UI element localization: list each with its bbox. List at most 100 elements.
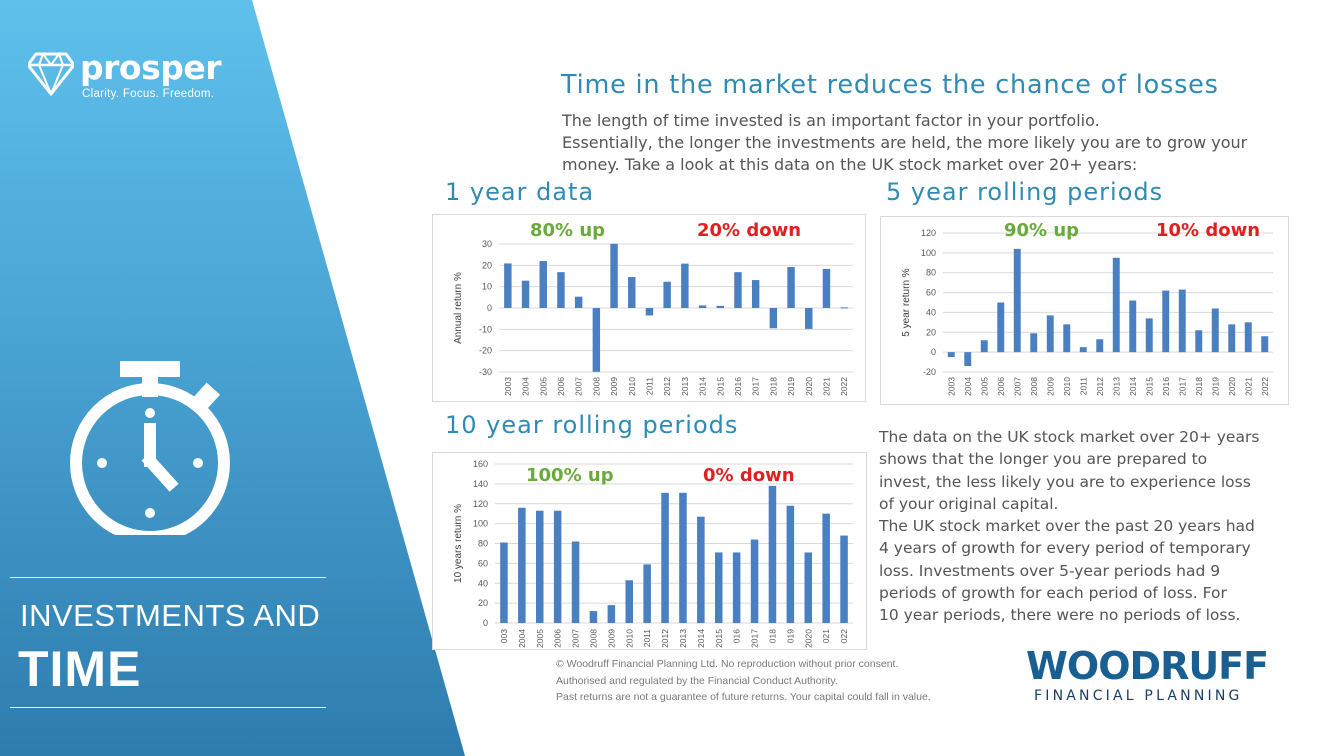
- y-tick-label: 60: [926, 288, 936, 298]
- bar: [786, 505, 795, 623]
- bar: [500, 542, 508, 623]
- bar: [1228, 324, 1236, 353]
- bar: [625, 580, 634, 623]
- body-line: The UK stock market over the past 20 yea…: [879, 517, 1255, 536]
- y-tick-label: -10: [479, 324, 492, 334]
- x-tick-label: 2011: [644, 377, 654, 396]
- x-tick-label: 018: [767, 629, 777, 643]
- bar: [840, 307, 848, 309]
- bar: [751, 280, 760, 308]
- bar: [698, 305, 707, 308]
- x-tick-label: 2017: [751, 377, 761, 396]
- stopwatch-icon: [70, 361, 230, 535]
- y-axis-label: 10 years return %: [453, 504, 464, 583]
- y-axis-label: Annual return %: [453, 272, 464, 344]
- bar: [518, 507, 526, 623]
- intro-line: Essentially, the longer the investments …: [562, 133, 1248, 152]
- x-tick-label: 2005: [535, 629, 545, 648]
- x-tick-label: 2011: [642, 629, 652, 648]
- x-tick-label: 2021: [1243, 377, 1253, 396]
- brand-tagline: Clarity. Focus. Freedom.: [82, 88, 215, 100]
- bar: [1145, 318, 1153, 353]
- bar: [822, 268, 831, 308]
- section-title-1-year: 1 year data: [445, 178, 595, 206]
- x-tick-label: 019: [785, 629, 795, 643]
- partner-name: WOODRUFF: [1026, 644, 1269, 688]
- x-tick-label: 2012: [1095, 377, 1105, 396]
- x-tick-label: 2004: [521, 377, 531, 396]
- explanation-text: The data on the UK stock market over 20+…: [879, 426, 1299, 627]
- y-tick-label: 100: [473, 519, 488, 529]
- bar: [681, 263, 689, 308]
- disclaimer: © Woodruff Financial Planning Ltd. No re…: [556, 656, 931, 706]
- bar: [980, 340, 988, 353]
- y-tick-label: 120: [473, 499, 488, 509]
- bar: [663, 281, 671, 308]
- bar: [661, 492, 669, 623]
- x-tick-label: 2015: [1144, 377, 1154, 396]
- bar: [1030, 333, 1038, 353]
- y-tick-label: 100: [921, 248, 936, 258]
- bar: [1195, 330, 1203, 353]
- x-tick-label: 2021: [821, 377, 831, 396]
- x-tick-label: 2015: [715, 377, 725, 396]
- y-tick-label: 30: [482, 239, 492, 249]
- divider-top: [10, 577, 326, 578]
- x-tick-label: 2014: [1128, 377, 1138, 396]
- brand-name: prosper: [80, 48, 222, 87]
- sidebar-title-line2: TIME: [18, 641, 142, 697]
- y-tick-label: 0: [487, 303, 492, 313]
- up-percentage-label: 90% up: [1004, 220, 1079, 241]
- x-tick-label: 2009: [606, 629, 616, 648]
- bar: [714, 552, 723, 623]
- up-percentage-label: 80% up: [530, 220, 605, 241]
- x-tick-label: 022: [839, 629, 849, 643]
- bar: [822, 513, 830, 623]
- x-tick-label: 2011: [1078, 377, 1088, 396]
- bar: [964, 352, 972, 367]
- y-tick-label: 60: [478, 558, 488, 568]
- disclaimer-line: © Woodruff Financial Planning Ltd. No re…: [556, 658, 899, 670]
- x-tick-label: 2007: [574, 377, 584, 396]
- intro-line: The length of time invested is an import…: [562, 111, 1100, 130]
- y-tick-label: 40: [478, 578, 488, 588]
- bar: [1244, 322, 1252, 353]
- y-tick-label: 20: [482, 260, 492, 270]
- section-title-10-year: 10 year rolling periods: [445, 411, 739, 439]
- x-tick-label: 2016: [1161, 377, 1171, 396]
- x-tick-label: 2004: [517, 629, 527, 648]
- x-tick-label: 2008: [591, 377, 601, 396]
- y-tick-label: 160: [473, 459, 488, 469]
- y-tick-label: 80: [926, 268, 936, 278]
- x-tick-label: 2013: [1111, 377, 1121, 396]
- bar: [1129, 300, 1137, 353]
- bar: [1096, 339, 1104, 353]
- bar: [768, 485, 777, 623]
- x-tick-label: 003: [499, 629, 509, 643]
- bar: [535, 510, 544, 623]
- body-line: 10 year periods, there were no periods o…: [879, 606, 1241, 625]
- bar: [732, 552, 741, 623]
- diamond-icon: [28, 52, 74, 96]
- intro-line: money. Take a look at this data on the U…: [562, 155, 1138, 174]
- down-percentage-label: 10% down: [1156, 220, 1260, 241]
- bar: [1063, 324, 1071, 353]
- bar: [539, 261, 547, 308]
- bar: [750, 539, 759, 623]
- x-tick-label: 2009: [609, 377, 619, 396]
- x-tick-label: 2020: [803, 629, 813, 648]
- x-tick-label: 2004: [963, 377, 973, 396]
- x-tick-label: 2012: [662, 377, 672, 396]
- bar: [787, 267, 795, 308]
- x-tick-label: 2020: [1227, 377, 1237, 396]
- x-tick-label: 2009: [1045, 377, 1055, 396]
- x-tick-label: 2006: [996, 377, 1006, 396]
- chart-10-year-svg: 160 140 120 100 80 60 40 20 0 003 2004 2005 2006 2007…: [453, 459, 853, 648]
- bar: [645, 308, 654, 316]
- x-tick-label: 2006: [553, 629, 563, 648]
- x-tick-label: 2003: [946, 377, 956, 396]
- partner-logo: WOODRUFF FINANCIAL PLANNING: [1026, 644, 1269, 704]
- bar: [769, 308, 778, 329]
